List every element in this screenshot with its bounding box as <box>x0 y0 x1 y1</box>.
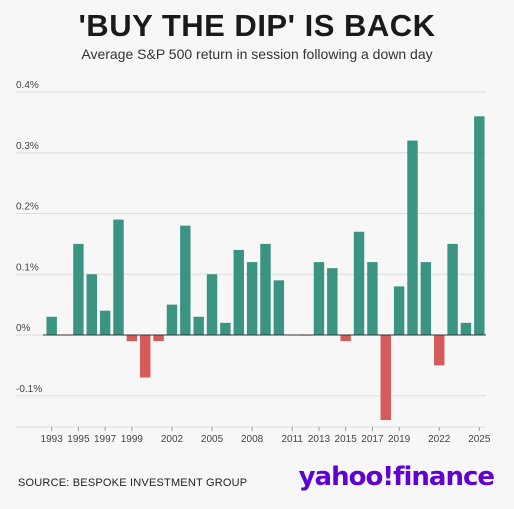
bar-1997 <box>99 310 111 335</box>
bar-2021 <box>420 262 432 335</box>
bar-2003 <box>180 225 191 335</box>
y-tick-label: 0.3% <box>16 141 39 152</box>
bar-2023 <box>447 243 458 336</box>
bar-2000 <box>140 335 151 378</box>
x-tick-labels: 1993 1995 1997 1999 2002 2005 2008 2011 2013 2015… <box>41 427 491 445</box>
yahoo-finance-logo: yahoo!finance <box>298 462 495 492</box>
y-tick-label: -0.1% <box>16 384 42 395</box>
x-tick-label: 1995 <box>67 434 90 445</box>
x-tick-label: 2008 <box>241 434 264 445</box>
bar-2001 <box>153 335 164 342</box>
bar-1998 <box>113 219 124 335</box>
bar-2006 <box>220 322 231 335</box>
x-tick-label: 2002 <box>161 434 184 445</box>
bar-1993 <box>46 316 57 335</box>
bar-1996 <box>86 274 97 335</box>
bar-1995 <box>73 243 84 336</box>
bar-2020 <box>407 140 418 335</box>
y-tick-label: 0% <box>16 323 31 334</box>
chart-subtitle: Average S&P 500 return in session follow… <box>81 46 433 62</box>
bar-2005 <box>206 274 218 335</box>
y-tick-label: 0.1% <box>16 262 39 273</box>
x-tick-label: 2013 <box>308 434 331 445</box>
bar-2019 <box>393 286 405 335</box>
bar-2014 <box>327 268 338 335</box>
bar-2004 <box>193 316 204 335</box>
bar-2015 <box>340 335 351 342</box>
bar-2016 <box>353 231 365 335</box>
bar-2017 <box>367 262 378 335</box>
bar-2009 <box>260 243 271 336</box>
bar-2007 <box>233 249 244 335</box>
bar-2002 <box>166 304 178 336</box>
y-tick-labels: 0.4% 0.3% 0.2% 0.1% 0% -0.1% <box>16 80 42 395</box>
x-tick-label: 1999 <box>121 434 144 445</box>
y-tick-label: 0.2% <box>16 202 39 213</box>
bar-2010 <box>273 280 285 335</box>
x-tick-label: 1997 <box>94 434 117 445</box>
x-tick-label: 2011 <box>281 434 303 445</box>
bar-2024 <box>460 322 472 335</box>
bar-2022 <box>434 335 445 366</box>
x-tick-label: 2025 <box>468 434 491 445</box>
x-tick-label: 2022 <box>428 434 451 445</box>
y-tick-label: 0.4% <box>16 80 39 91</box>
x-tick-label: 2017 <box>361 434 384 445</box>
bar-2013 <box>313 262 325 335</box>
bar-1999 <box>126 335 138 342</box>
bars <box>46 116 485 421</box>
bar-2025 <box>474 116 485 335</box>
source-note: SOURCE: BESPOKE INVESTMENT GROUP <box>18 477 248 489</box>
bar-2018 <box>380 335 391 421</box>
x-tick-label: 2015 <box>335 434 358 445</box>
chart-title: 'BUY THE DIP' IS BACK <box>78 8 436 43</box>
x-tick-label: 1993 <box>41 434 64 445</box>
x-tick-label: 2005 <box>201 434 224 445</box>
x-tick-label: 2019 <box>388 434 411 445</box>
bar-2008 <box>246 262 258 335</box>
